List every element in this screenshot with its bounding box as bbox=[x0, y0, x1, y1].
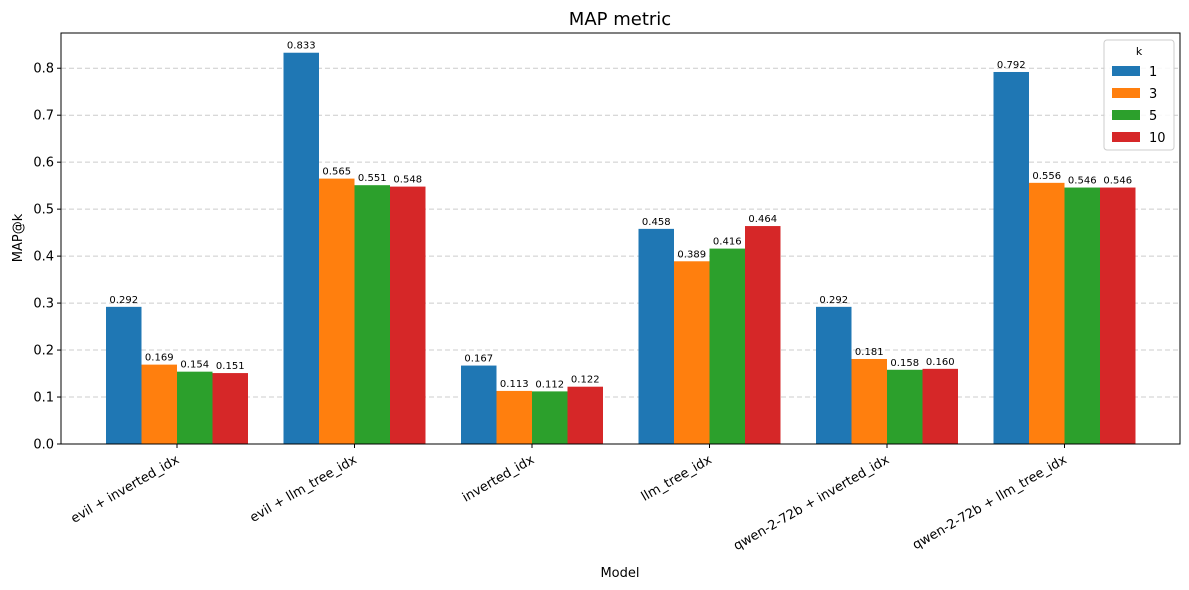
y-tick-label: 0.1 bbox=[33, 391, 54, 406]
x-axis-label: Model bbox=[600, 566, 639, 581]
legend: k 1 3 5 10 bbox=[1103, 39, 1175, 151]
y-tick-label: 0.8 bbox=[33, 62, 54, 77]
legend-swatch-5 bbox=[1112, 110, 1140, 120]
bar-5 bbox=[1064, 187, 1100, 444]
legend-label: 3 bbox=[1149, 87, 1157, 102]
bar-value-label: 0.151 bbox=[216, 361, 245, 372]
bar-1 bbox=[283, 52, 319, 445]
bar-value-label: 0.112 bbox=[535, 379, 564, 390]
bar-value-label: 0.181 bbox=[855, 347, 884, 358]
y-axis-ticks: 0.0 0.1 0.2 0.3 0.4 0.5 0.6 0.7 0.8 bbox=[33, 62, 61, 453]
chart-title: MAP metric bbox=[569, 9, 671, 30]
bar-10 bbox=[212, 373, 248, 444]
bar-10 bbox=[922, 368, 958, 444]
bar-value-label: 0.546 bbox=[1103, 176, 1132, 187]
bar-value-label: 0.122 bbox=[571, 375, 600, 386]
y-tick-label: 0.4 bbox=[33, 250, 54, 265]
x-axis-ticks: evil + inverted_idx evil + llm_tree_idx in… bbox=[69, 444, 1070, 554]
bar-3 bbox=[674, 261, 710, 444]
x-tick-label: llm_tree_idx bbox=[639, 452, 715, 504]
x-tick-label: qwen-2-72b + llm_tree_idx bbox=[910, 452, 1070, 553]
bar-3 bbox=[1029, 182, 1065, 444]
y-tick-label: 0.6 bbox=[33, 156, 54, 171]
legend-swatch-10 bbox=[1112, 132, 1140, 142]
bar-10 bbox=[745, 226, 781, 444]
plot-frame bbox=[60, 32, 1181, 445]
y-tick-label: 0.0 bbox=[33, 438, 54, 453]
y-axis-label: MAP@k bbox=[11, 213, 26, 262]
y-tick-label: 0.3 bbox=[33, 297, 54, 312]
bar-10 bbox=[1100, 187, 1136, 444]
bar-5 bbox=[354, 185, 390, 444]
legend-label: 1 bbox=[1149, 65, 1157, 80]
bar-10 bbox=[567, 386, 603, 444]
bar-3 bbox=[319, 178, 355, 444]
bar-value-label: 0.416 bbox=[713, 237, 742, 248]
bar-3 bbox=[496, 390, 532, 444]
x-tick-label: qwen-2-72b + inverted_idx bbox=[731, 452, 892, 554]
legend-swatch-3 bbox=[1112, 88, 1140, 98]
bar-5 bbox=[709, 248, 745, 444]
bar-value-label: 0.833 bbox=[287, 41, 316, 52]
bar-value-label: 0.292 bbox=[109, 295, 138, 306]
bar-5 bbox=[887, 369, 923, 444]
legend-label: 5 bbox=[1149, 109, 1157, 124]
bar-value-label: 0.792 bbox=[997, 60, 1026, 71]
y-tick-label: 0.2 bbox=[33, 344, 54, 359]
bars: 0.292 0.169 0.154 0.151 0.833 0.565 0.551 0.548… bbox=[106, 41, 1136, 445]
y-tick-label: 0.5 bbox=[33, 203, 54, 218]
bar-value-label: 0.158 bbox=[890, 358, 919, 369]
legend-title: k bbox=[1136, 45, 1143, 58]
bar-value-label: 0.292 bbox=[819, 295, 848, 306]
bar-3 bbox=[141, 364, 177, 444]
bar-value-label: 0.389 bbox=[677, 249, 706, 260]
bar-value-label: 0.551 bbox=[358, 173, 387, 184]
y-tick-label: 0.7 bbox=[33, 109, 54, 124]
bar-value-label: 0.160 bbox=[926, 357, 955, 368]
bar-1 bbox=[106, 306, 142, 444]
bar-1 bbox=[993, 71, 1029, 445]
bar-10 bbox=[390, 186, 426, 445]
bar-value-label: 0.546 bbox=[1068, 176, 1097, 187]
bar-value-label: 0.565 bbox=[322, 167, 351, 178]
bar-1 bbox=[461, 365, 497, 444]
legend-swatch-1 bbox=[1112, 66, 1140, 76]
x-tick-label: evil + inverted_idx bbox=[69, 452, 183, 526]
bar-value-label: 0.458 bbox=[642, 217, 671, 228]
bar-value-label: 0.556 bbox=[1032, 171, 1061, 182]
bar-value-label: 0.464 bbox=[748, 214, 777, 225]
bar-value-label: 0.167 bbox=[464, 354, 493, 365]
bar-value-label: 0.548 bbox=[393, 175, 422, 186]
bar-5 bbox=[532, 391, 568, 444]
bar-value-label: 0.169 bbox=[145, 353, 174, 364]
x-tick-label: evil + llm_tree_idx bbox=[247, 452, 359, 525]
bar-3 bbox=[851, 358, 887, 444]
bar-1 bbox=[638, 228, 674, 444]
x-tick-label: inverted_idx bbox=[460, 452, 537, 505]
legend-label: 10 bbox=[1149, 131, 1166, 146]
bar-1 bbox=[816, 306, 852, 444]
bar-5 bbox=[177, 371, 213, 444]
bar-value-label: 0.113 bbox=[500, 379, 529, 390]
bar-value-label: 0.154 bbox=[180, 360, 209, 371]
